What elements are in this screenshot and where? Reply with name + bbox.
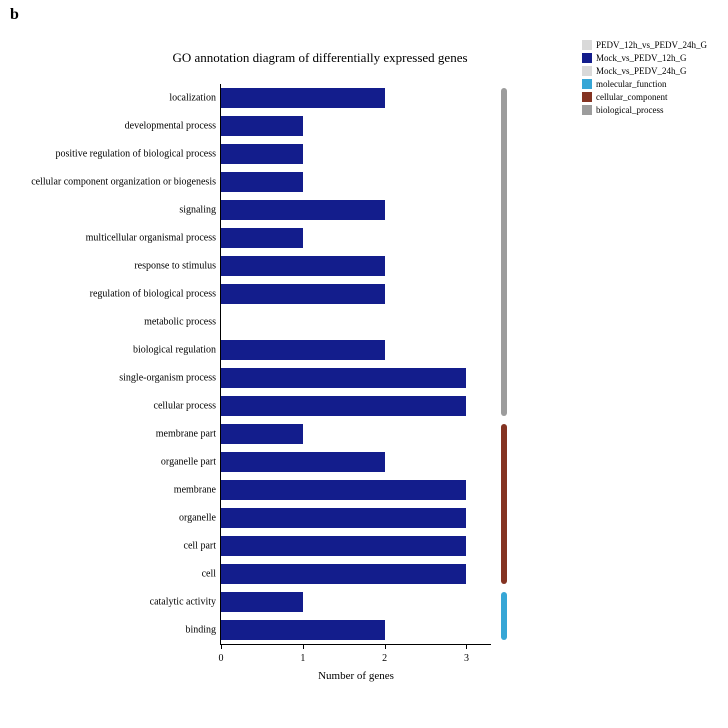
- bar-row: [221, 200, 385, 220]
- bar: [221, 88, 385, 108]
- x-tick-label: 0: [219, 653, 224, 664]
- y-label: developmental process: [125, 121, 216, 132]
- bar-row: [221, 396, 466, 416]
- y-label: cell part: [184, 541, 216, 552]
- group-side-bar: [501, 88, 507, 416]
- y-label: cell: [202, 569, 216, 580]
- legend-item: Mock_vs_PEDV_24h_G: [582, 66, 722, 76]
- legend-item: biological_process: [582, 105, 722, 115]
- legend-label: molecular_function: [596, 79, 666, 89]
- bar: [221, 480, 466, 500]
- legend-item: molecular_function: [582, 79, 722, 89]
- y-label: metabolic process: [144, 317, 216, 328]
- bar: [221, 452, 385, 472]
- bar-row: [221, 116, 303, 136]
- bar-row: [221, 564, 466, 584]
- bar: [221, 172, 303, 192]
- x-axis-title: Number of genes: [318, 670, 394, 682]
- y-label: catalytic activity: [150, 597, 216, 608]
- bar: [221, 620, 385, 640]
- x-tick: [385, 644, 386, 649]
- bar-row: [221, 256, 385, 276]
- y-label: cellular process: [154, 401, 216, 412]
- bar: [221, 508, 466, 528]
- y-label: binding: [185, 625, 216, 636]
- bar: [221, 340, 385, 360]
- x-tick-label: 3: [464, 653, 469, 664]
- y-label: single-organism process: [119, 373, 216, 384]
- bar-row: [221, 368, 466, 388]
- x-tick: [221, 644, 222, 649]
- group-side-bar: [501, 424, 507, 584]
- bar: [221, 424, 303, 444]
- bar: [221, 144, 303, 164]
- legend-swatch: [582, 105, 592, 115]
- bar-row: [221, 508, 466, 528]
- chart: GO annotation diagram of differentially …: [0, 50, 580, 645]
- legend-item: cellular_component: [582, 92, 722, 102]
- y-label: response to stimulus: [134, 261, 216, 272]
- bar: [221, 228, 303, 248]
- bar: [221, 564, 466, 584]
- bar-row: [221, 424, 303, 444]
- legend: PEDV_12h_vs_PEDV_24h_G Mock_vs_PEDV_12h_G…: [582, 40, 722, 118]
- bar: [221, 536, 466, 556]
- bar-row: [221, 620, 385, 640]
- bar-row: [221, 592, 303, 612]
- bar: [221, 284, 385, 304]
- legend-swatch: [582, 66, 592, 76]
- bar-row: [221, 144, 303, 164]
- legend-label: PEDV_12h_vs_PEDV_24h_G: [596, 40, 707, 50]
- y-label: membrane part: [156, 429, 216, 440]
- bar-row: [221, 172, 303, 192]
- y-label: positive regulation of biological proces…: [55, 149, 216, 160]
- legend-label: biological_process: [596, 105, 663, 115]
- y-label: organelle: [179, 513, 216, 524]
- x-tick-label: 2: [382, 653, 387, 664]
- legend-item: Mock_vs_PEDV_12h_G: [582, 53, 722, 63]
- x-tick: [303, 644, 304, 649]
- panel-label: b: [10, 6, 19, 24]
- legend-label: Mock_vs_PEDV_24h_G: [596, 66, 687, 76]
- legend-swatch: [582, 79, 592, 89]
- bar: [221, 256, 385, 276]
- y-label: signaling: [179, 205, 216, 216]
- x-tick-label: 1: [300, 653, 305, 664]
- y-label: localization: [169, 93, 216, 104]
- bar-row: [221, 536, 466, 556]
- bar-row: [221, 284, 385, 304]
- y-label: biological regulation: [133, 345, 216, 356]
- y-label: organelle part: [161, 457, 216, 468]
- bar-row: [221, 452, 385, 472]
- bar: [221, 200, 385, 220]
- legend-swatch: [582, 40, 592, 50]
- bar-row: [221, 88, 385, 108]
- legend-swatch: [582, 92, 592, 102]
- group-side-bar: [501, 592, 507, 640]
- y-label: cellular component organization or bioge…: [31, 177, 216, 188]
- bar: [221, 592, 303, 612]
- y-label: multicellular organismal process: [86, 233, 216, 244]
- bar-row: [221, 480, 466, 500]
- legend-label: Mock_vs_PEDV_12h_G: [596, 53, 687, 63]
- bar: [221, 368, 466, 388]
- chart-title: GO annotation diagram of differentially …: [60, 50, 580, 66]
- bar: [221, 116, 303, 136]
- y-label: membrane: [174, 485, 216, 496]
- legend-label: cellular_component: [596, 92, 667, 102]
- bar-row: [221, 340, 385, 360]
- legend-swatch: [582, 53, 592, 63]
- y-label: regulation of biological process: [90, 289, 216, 300]
- plot-area: Number of genes localizationdevelopmenta…: [220, 84, 491, 645]
- bar: [221, 396, 466, 416]
- x-tick: [466, 644, 467, 649]
- bar-row: [221, 228, 303, 248]
- legend-item: PEDV_12h_vs_PEDV_24h_G: [582, 40, 722, 50]
